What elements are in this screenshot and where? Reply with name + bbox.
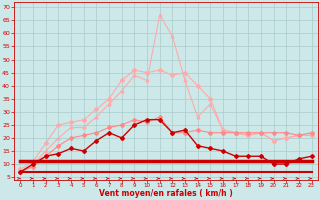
X-axis label: Vent moyen/en rafales ( km/h ): Vent moyen/en rafales ( km/h ): [99, 189, 233, 198]
